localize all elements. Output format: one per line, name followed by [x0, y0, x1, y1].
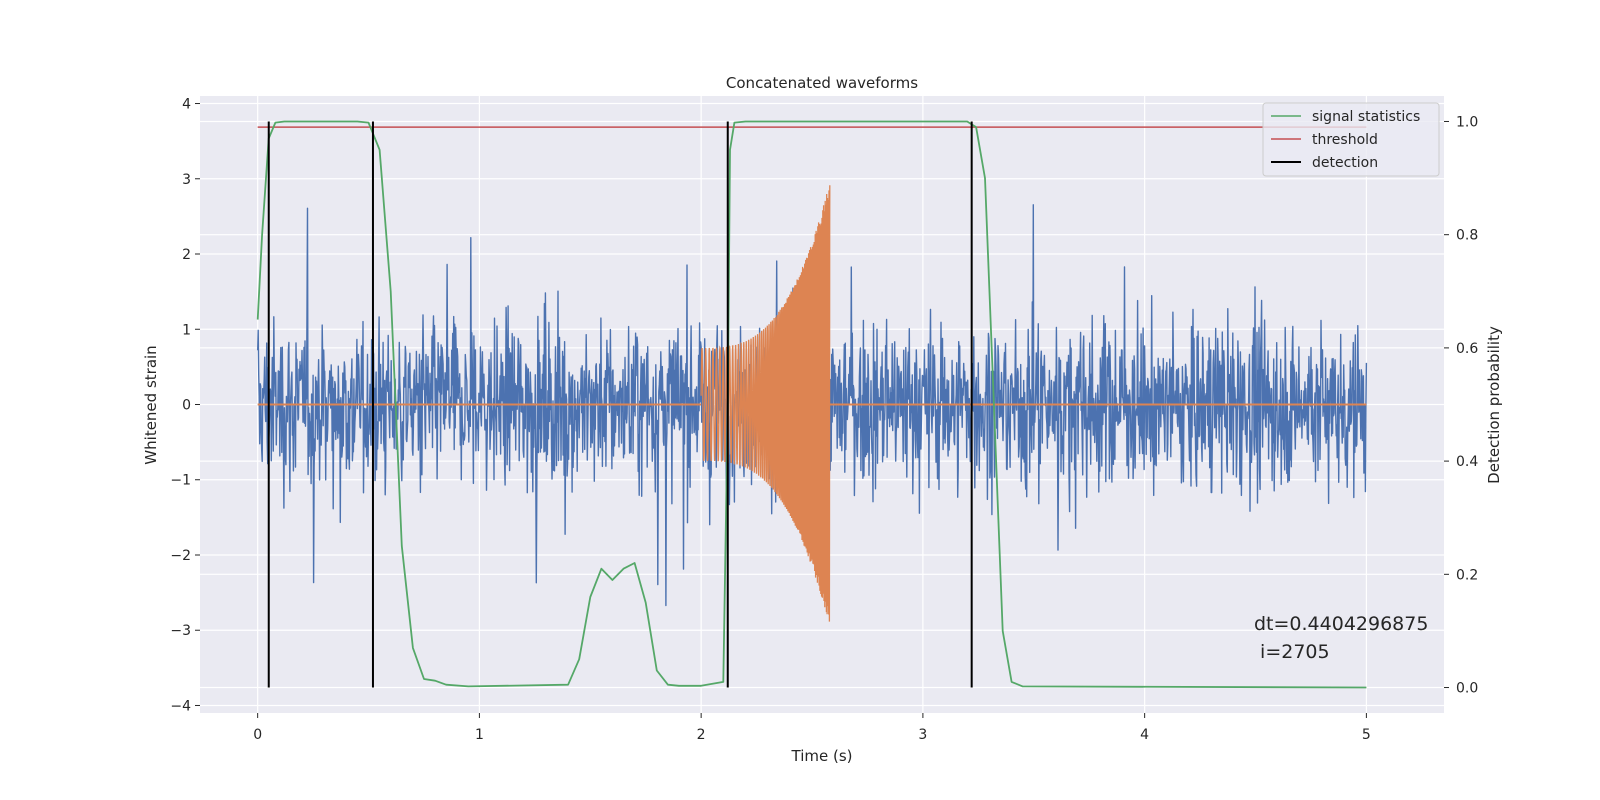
x-tick-label: 2: [697, 727, 706, 743]
x-tick-label: 3: [918, 727, 927, 743]
y2-tick-label: 0.2: [1456, 567, 1478, 583]
y2-axis-label: Detection probability: [1485, 326, 1503, 484]
y-tick-label: 1: [182, 322, 191, 338]
y-tick-label: −3: [170, 623, 191, 639]
legend-label-detection: detection: [1312, 155, 1378, 171]
x-tick-label: 0: [253, 727, 262, 743]
y2-axis-ticks: 0.0 0.2 0.4 0.6 0.8 1.0: [1444, 114, 1478, 697]
y-tick-label: −1: [170, 473, 191, 489]
y-tick-label: 0: [182, 398, 191, 414]
y-axis-ticks: −4 −3 −2 −1 0 1 2 3 4: [170, 97, 200, 714]
legend-label-threshold: threshold: [1312, 132, 1378, 148]
signal-statistics-series: [256, 120, 1367, 689]
legend-box: [1262, 102, 1440, 177]
annotation-i: i=2705: [1254, 641, 1330, 663]
y2-tick-label: 0.0: [1456, 681, 1478, 697]
x-tick-label: 5: [1362, 727, 1371, 743]
y-tick-label: 4: [182, 97, 191, 113]
injection-series: [257, 185, 1367, 622]
y2-tick-label: 0.8: [1456, 228, 1478, 244]
annotation-dt: dt=0.4404296875: [1254, 613, 1428, 635]
x-axis-ticks: 0 1 2 3 4 5: [253, 713, 1371, 743]
legend-label-signal-statistics: signal statistics: [1312, 109, 1420, 125]
y-tick-label: −4: [170, 698, 191, 714]
y2-tick-label: 0.6: [1456, 341, 1478, 357]
x-axis-label: Time (s): [791, 747, 853, 765]
legend: signal statistics threshold detection: [1262, 102, 1440, 177]
y-tick-label: 3: [182, 172, 191, 188]
y-tick-label: −2: [170, 548, 191, 564]
y-axis-label: Whitened strain: [142, 345, 160, 464]
x-tick-label: 1: [475, 727, 484, 743]
detection-series: [267, 121, 973, 688]
signal-statistics-line: [256, 120, 1367, 689]
x-tick-label: 4: [1140, 727, 1149, 743]
injection-chirp: [700, 185, 831, 622]
y2-tick-label: 1.0: [1456, 114, 1478, 130]
y2-tick-label: 0.4: [1456, 454, 1478, 470]
y-tick-label: 2: [182, 247, 191, 263]
chart-title: Concatenated waveforms: [726, 74, 918, 92]
